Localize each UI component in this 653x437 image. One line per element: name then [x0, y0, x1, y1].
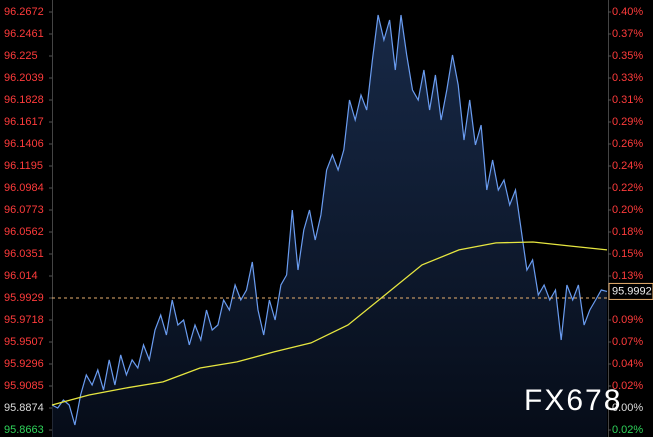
- y-tick-label: 96.1828: [4, 94, 44, 106]
- y-tick-label: 96.2039: [4, 72, 44, 84]
- average-line: [51, 241, 608, 406]
- y-tick-label: 96.225: [4, 50, 38, 62]
- y-tick-label: 96.0773: [4, 204, 44, 216]
- y2-tick-label: 0.31%: [612, 94, 643, 106]
- y-tick-label: 96.1617: [4, 116, 44, 128]
- y2-tick-label: 0.37%: [612, 28, 643, 40]
- y-tick-label: 96.0351: [4, 248, 44, 260]
- y2-tick-label: 0.18%: [612, 226, 643, 238]
- y-tick-label: 96.1406: [4, 138, 44, 150]
- y2-tick-label: 0.24%: [612, 160, 643, 172]
- y-tick-label: 96.0562: [4, 226, 44, 238]
- y2-tick-label: 0.07%: [612, 336, 643, 348]
- y-tick-label: 96.2672: [4, 6, 44, 18]
- y2-tick-label: 0.20%: [612, 204, 643, 216]
- last-price-box: [608, 282, 653, 300]
- y2-tick-label: 0.02%: [612, 380, 643, 392]
- y2-tick-label: 0.35%: [612, 50, 643, 62]
- watermark: FX678: [524, 384, 622, 417]
- y2-tick-label: 0.13%: [612, 270, 643, 282]
- price-area: [52, 15, 607, 437]
- y-tick-label: 95.9085: [4, 380, 44, 392]
- y-tick-label: 96.014: [4, 270, 38, 282]
- price-line: [51, 14, 608, 426]
- y-tick-label: 95.9718: [4, 314, 44, 326]
- y-tick-label: 96.0984: [4, 182, 44, 194]
- y2-tick-label: 0.29%: [612, 116, 643, 128]
- y2-tick-label: 0.00%: [612, 402, 643, 414]
- y2-tick-label: 0.22%: [612, 182, 643, 194]
- last-price-label: 95.9992: [612, 285, 652, 297]
- y2-tick-label: 0.15%: [612, 248, 643, 260]
- y2-tick-label: 0.04%: [612, 358, 643, 370]
- y2-tick-label: 0.40%: [612, 6, 643, 18]
- y-tick-label: 95.8663: [4, 424, 44, 436]
- y2-tick-label: 0.02%: [612, 424, 643, 436]
- y-tick-label: 96.2461: [4, 28, 44, 40]
- y-tick-label: 95.9296: [4, 358, 44, 370]
- y2-tick-label: 0.09%: [612, 314, 643, 326]
- y2-tick-label: 0.33%: [612, 72, 643, 84]
- y-tick-label: 95.9929: [4, 292, 44, 304]
- y2-tick-label: 0.26%: [612, 138, 643, 150]
- y-tick-label: 96.1195: [4, 160, 43, 172]
- y-tick-label: 95.8874: [4, 402, 44, 414]
- y-tick-label: 95.9507: [4, 336, 44, 348]
